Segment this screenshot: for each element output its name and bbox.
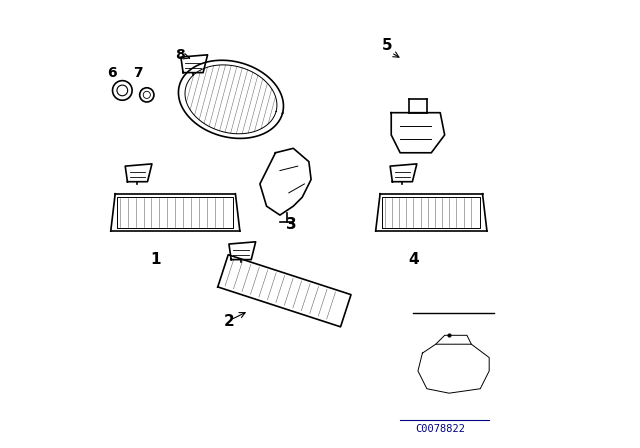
Text: 2: 2 [223, 314, 234, 329]
Text: 1: 1 [150, 252, 161, 267]
Text: 4: 4 [408, 252, 419, 267]
Text: 5: 5 [381, 39, 392, 53]
Text: 7: 7 [132, 65, 142, 80]
Text: C0078822: C0078822 [415, 424, 465, 434]
Text: 3: 3 [285, 216, 296, 232]
Text: 6: 6 [108, 65, 117, 80]
Text: 8: 8 [175, 48, 184, 62]
